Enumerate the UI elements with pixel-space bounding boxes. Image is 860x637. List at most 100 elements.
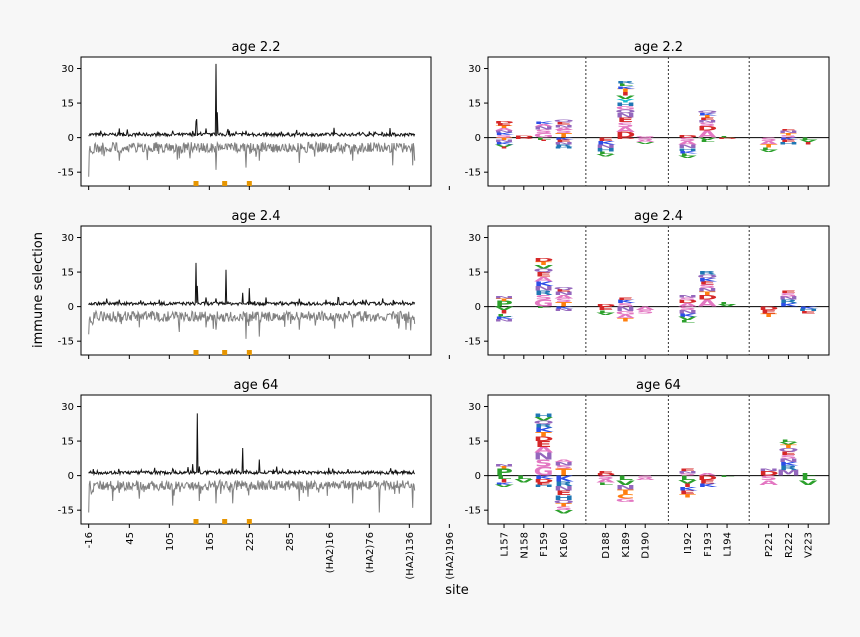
- logo-letter: E: [780, 139, 797, 143]
- logo-letter: D: [494, 121, 514, 125]
- logo-letter: S: [679, 137, 696, 142]
- logo-xtick-label: K160: [559, 532, 570, 558]
- logo-letter: A: [678, 140, 697, 145]
- logo-letter: Y: [615, 99, 634, 104]
- logo-letter: T: [555, 301, 573, 308]
- logo-letter: L: [618, 83, 633, 87]
- logo-letter: L: [781, 439, 796, 443]
- logo-letter: S: [760, 137, 777, 142]
- logo-letter: V: [495, 306, 514, 311]
- logo-letter: K: [616, 85, 636, 89]
- logo-letter: S: [495, 134, 512, 138]
- logo-xtick-label: V223: [804, 532, 815, 558]
- logo-letter: N: [554, 485, 574, 492]
- logo-letter: Q: [553, 119, 574, 123]
- logo-letter: K: [779, 303, 800, 308]
- logo-letter: N: [533, 451, 553, 462]
- logo-panel-title: age 2.2: [634, 40, 683, 55]
- logo-letter: A: [534, 446, 553, 455]
- logo-letter: S: [699, 122, 716, 127]
- logo-letter: N: [494, 319, 514, 323]
- epitope-marker: [222, 519, 228, 524]
- logo-letter: E: [597, 471, 614, 475]
- logo-letter: G: [534, 464, 554, 479]
- line-panel-title: age 64: [234, 378, 279, 393]
- logo-letter: L: [496, 475, 511, 480]
- logo-letter: V: [616, 479, 635, 486]
- logo-letter: K: [799, 306, 819, 310]
- logo-letter: H: [778, 142, 798, 146]
- logo-xtick-label: P221: [764, 532, 775, 557]
- line-panel-xtick-label: 165: [205, 532, 216, 551]
- logo-letter: T: [780, 444, 797, 449]
- logo-letter: V: [678, 316, 698, 321]
- logo-letter: V: [495, 144, 515, 148]
- logo-letter: D: [615, 137, 635, 139]
- line-panel-ytick-label: 15: [61, 437, 74, 448]
- logo-letter: L: [536, 306, 552, 308]
- logo-letter: K: [616, 300, 637, 305]
- logo-letter: N: [494, 464, 514, 468]
- logo-letter: A: [596, 478, 615, 483]
- logo-panel-ytick-label: -15: [465, 168, 481, 179]
- logo-letter: L: [700, 139, 715, 143]
- logo-letter: T: [699, 291, 716, 296]
- logo-letter: M: [776, 469, 800, 478]
- logo-letter: A: [636, 477, 656, 481]
- logo-letter: L: [598, 482, 613, 486]
- logo-letter: L: [598, 151, 613, 155]
- epitope-marker: [193, 519, 199, 524]
- logo-letter: A: [698, 298, 718, 309]
- logo-letter: T: [496, 137, 513, 141]
- logo-letter: E: [699, 117, 716, 121]
- logo-letter: K: [495, 482, 515, 486]
- logo-letter: S: [636, 137, 653, 141]
- logo-letter: I: [539, 140, 548, 142]
- negative-selection-line: [88, 478, 416, 513]
- logo-letter: L: [800, 137, 815, 141]
- line-panel-ytick-label: 0: [68, 471, 74, 482]
- logo-letter: S: [535, 458, 552, 469]
- logo-letter: K: [554, 137, 574, 141]
- logo-letter: V: [678, 480, 697, 485]
- line-panel-title: age 2.4: [231, 209, 280, 224]
- logo-letter: H: [798, 308, 818, 312]
- logo-letter: K: [534, 426, 555, 433]
- logo-letter: T: [617, 318, 634, 323]
- logo-letter: E: [699, 281, 716, 286]
- logo-letter: T: [617, 489, 635, 496]
- logo-letter: L: [719, 475, 735, 477]
- logo-letter: E: [535, 482, 552, 486]
- line-panel-frame: [80, 225, 432, 356]
- logo-letter: S: [555, 298, 572, 303]
- epitope-marker: [222, 350, 228, 355]
- logo-letter: T: [555, 132, 573, 139]
- logo-letter: N: [778, 458, 798, 463]
- logo-letter: T: [760, 313, 777, 318]
- line-panel-title: age 2.2: [231, 40, 280, 55]
- line-panel-ytick-label: 15: [61, 268, 74, 279]
- logo-letter: N: [697, 119, 717, 123]
- logo-panel-ytick-label: -15: [465, 337, 481, 348]
- logo-letter: E: [780, 290, 797, 294]
- logo-letter: G: [635, 136, 655, 138]
- logo-letter: S: [699, 284, 716, 289]
- logo-panel-ytick-label: 0: [475, 133, 481, 144]
- logo-letter: D: [514, 135, 534, 138]
- logo-letter: A: [616, 314, 635, 319]
- logo-letter: D: [534, 436, 554, 443]
- logo-letter: A: [759, 479, 778, 486]
- epitope-marker: [222, 181, 228, 186]
- logo-letter: T: [535, 261, 552, 266]
- logo-letter: K: [534, 281, 555, 288]
- logo-letter: S: [617, 121, 635, 128]
- logo-panel-ytick-label: 0: [475, 471, 481, 482]
- logo-letter: A: [495, 128, 515, 132]
- line-panel-ytick-label: 0: [68, 302, 74, 313]
- logo-letter: L: [680, 475, 695, 482]
- logo-letter: N: [758, 468, 778, 472]
- logo-letter: T: [496, 125, 513, 129]
- logo-letter: T: [780, 133, 797, 137]
- logo-letter: I: [621, 92, 630, 97]
